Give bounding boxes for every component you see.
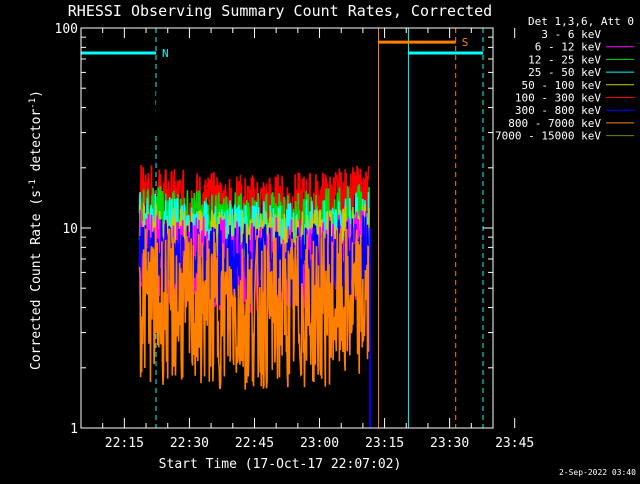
legend-entry-label: 3 - 6 keV — [541, 28, 601, 41]
x-tick-label: 22:15 — [105, 436, 144, 451]
legend-title: Det 1,3,6, Att 0 — [528, 15, 634, 28]
axis-ticks: 1 10 100 22:15 22:30 22:45 23:00 23:15 23:30 23:4… — [55, 22, 535, 451]
plot-marks: NS — [80, 28, 484, 428]
legend-entry-label: 100 - 300 keV — [515, 92, 601, 105]
y-tick-label: 10 — [62, 222, 78, 237]
y-axis-label-middle: detector — [29, 109, 44, 180]
series-line — [138, 215, 370, 306]
legend-entry-label: 800 - 7000 keV — [508, 117, 601, 130]
y-axis-label-end: ) — [29, 90, 44, 98]
y-axis-label: Corrected Count Rate (s-1 detector-1) — [28, 90, 44, 370]
x-tick-label: 22:45 — [235, 436, 274, 451]
footer-timestamp: 2-Sep-2022 03:40 — [559, 468, 636, 477]
y-axis-label-exponent-2: -1 — [28, 98, 38, 109]
x-tick-label: 23:00 — [300, 436, 339, 451]
legend-entry-label: 50 - 100 keV — [522, 79, 602, 92]
y-axis-label-main: Corrected Count Rate (s — [29, 190, 44, 370]
series-line — [139, 81, 370, 161]
y-tick-label: 1 — [70, 422, 78, 437]
legend-entry-label: 12 - 25 keV — [528, 53, 601, 66]
x-tick-label: 23:15 — [365, 436, 404, 451]
x-tick-label: 22:30 — [170, 436, 209, 451]
x-tick-label: 23:30 — [430, 436, 469, 451]
x-tick-label: 23:45 — [495, 436, 534, 451]
y-tick-label: 100 — [55, 22, 78, 37]
flag-label: S — [462, 36, 469, 49]
legend-entry-label: 7000 - 15000 keV — [495, 130, 601, 143]
chart-title: RHESSI Observing Summary Count Rates, Co… — [68, 2, 492, 20]
x-axis-label: Start Time (17-Oct-17 22:07:02) — [159, 457, 402, 472]
flag-label: N — [162, 47, 169, 60]
legend-entry-label: 25 - 50 keV — [528, 66, 601, 79]
legend-entry-label: 6 - 12 keV — [535, 41, 602, 54]
legend-entry-label: 300 - 800 keV — [515, 104, 601, 117]
series-line — [138, 226, 370, 390]
y-axis-label-exponent-1: -1 — [28, 179, 38, 190]
